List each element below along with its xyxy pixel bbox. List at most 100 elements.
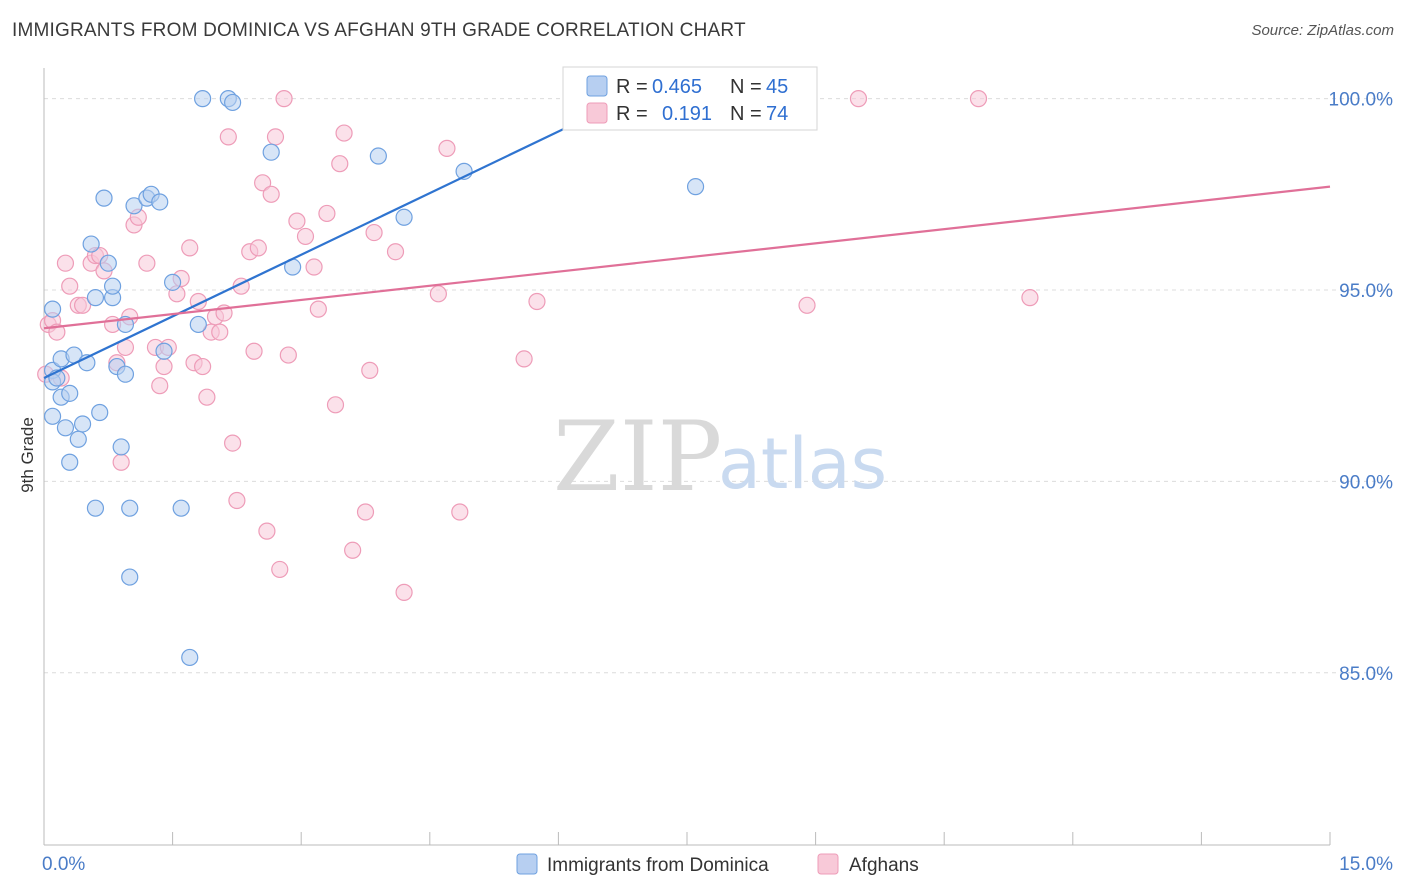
afghans-point [318,204,336,223]
afghans-point [515,350,533,368]
legend-r-label-pink: R = [616,103,648,125]
trend-lines [43,97,1331,380]
dominica-point [69,430,87,448]
bottom-legend-swatch-blue [516,853,538,875]
dominica-point [262,143,280,161]
dominica-point [172,499,190,517]
afghans-point [386,243,405,261]
afghans-point [224,434,242,452]
afghans-points [37,90,1039,601]
afghans-point [198,388,216,406]
dominica-point [86,289,105,307]
afghans-point [112,453,130,471]
afghans-point [1021,289,1039,307]
afghans-point [356,503,375,521]
afghans-point [528,292,546,311]
afghans-point [155,357,173,376]
afghans-point [245,342,263,360]
bottom-legend-label-pink: Afghans [849,855,919,876]
dominica-points [43,90,705,667]
dominica-point [82,235,100,253]
dominica-point [86,499,105,517]
dominica-trend-line [43,97,628,380]
dominica-point [395,208,413,226]
dominica-point [151,193,169,211]
dominica-point [73,415,92,433]
afghans-point [361,361,379,379]
dominica-point [43,407,62,425]
afghans-point [335,124,353,142]
dominica-point [121,499,139,517]
afghans-point [219,128,237,146]
dominica-point [189,315,207,334]
afghans-point [429,285,447,303]
y-tick-label: 100.0% [1329,90,1394,111]
dominica-point [121,568,139,586]
afghans-point [266,128,285,146]
afghans-point [56,254,75,272]
legend-n-value-pink: 74 [766,103,788,125]
dominica-point [91,403,109,422]
legend-swatch-blue [586,75,608,97]
dominica-point [43,300,62,318]
legend-n-label-pink: N = [730,103,762,125]
afghans-point [211,323,229,341]
afghans-point [271,560,289,579]
dominica-point [116,365,135,383]
y-tick-label: 85.0% [1339,664,1393,685]
afghans-point [275,90,293,108]
afghans-point [296,227,315,246]
bottom-legend-label-blue: Immigrants from Dominica [547,855,769,876]
bottom-legend-swatch-pink [817,853,839,875]
series-legend: Immigrants from Dominica Afghans [516,853,919,876]
legend-n-label-blue: N = [730,76,762,98]
dominica-point [112,438,130,456]
afghans-trend-line [43,185,1331,330]
x-tick-label-max: 15.0% [1339,854,1393,875]
dominica-point [686,178,705,196]
afghans-point [258,522,276,540]
dominica-point [99,254,117,272]
watermark-atlas: atlas [718,423,887,505]
legend-r-value-blue: 0.465 [652,76,702,98]
afghans-point [279,346,297,364]
afghans-point [288,212,306,230]
dominica-point [125,197,143,215]
dominica-point [61,453,79,471]
legend-n-value-blue: 45 [766,76,788,98]
afghans-point [326,396,345,414]
y-axis-label: 9th Grade [18,417,37,493]
dominica-point [194,90,212,108]
dominica-point [56,419,75,437]
legend-r-value-pink: 0.191 [662,103,712,125]
grid-lines [44,98,1390,674]
afghans-point [194,357,212,376]
dominica-point [61,384,79,402]
afghans-point [331,155,349,173]
x-tick-labels: 0.0% 15.0% [42,854,1393,875]
afghans-point [798,296,816,314]
watermark-zip: ZIP [553,401,722,513]
dominica-point [155,342,173,360]
dominica-point [95,189,113,207]
afghans-point [151,377,169,395]
afghans-point [73,296,92,314]
afghans-point [61,277,79,295]
afghans-point [365,223,383,242]
dominica-point [224,93,242,112]
dominica-point [369,147,387,165]
x-tick-label-min: 0.0% [42,854,85,875]
afghans-point [438,139,456,157]
afghans-point [309,300,327,318]
chart-title: IMMIGRANTS FROM DOMINICA VS AFGHAN 9TH G… [12,20,746,41]
afghans-point [138,254,156,272]
y-tick-label: 95.0% [1339,281,1393,302]
afghans-point [305,258,323,276]
y-tick-label: 90.0% [1339,472,1393,493]
y-tick-labels: 85.0% 90.0% 95.0% 100.0% [1329,90,1394,685]
afghans-point [228,491,246,510]
afghans-point [849,90,868,108]
afghans-point [969,90,988,108]
afghans-point [344,541,362,559]
